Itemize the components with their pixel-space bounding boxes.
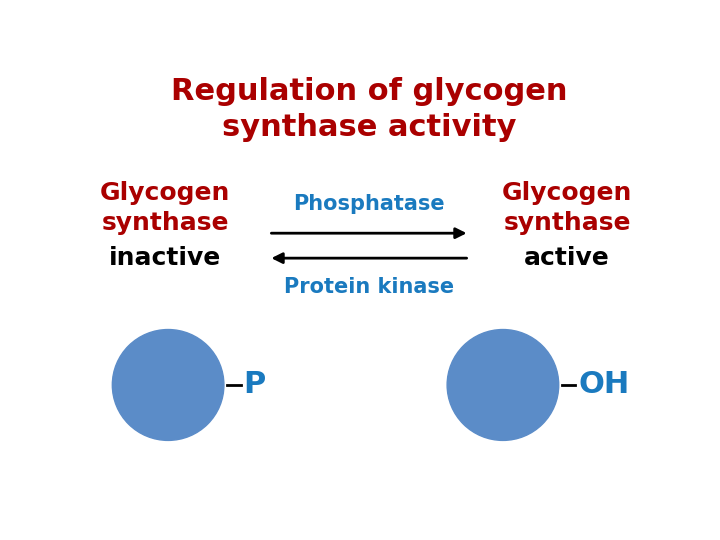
Text: Protein kinase: Protein kinase <box>284 277 454 297</box>
Text: P: P <box>243 370 266 400</box>
Text: Phosphatase: Phosphatase <box>293 194 445 214</box>
Text: active: active <box>524 246 610 269</box>
Text: Glycogen
synthase: Glycogen synthase <box>502 181 632 235</box>
Ellipse shape <box>447 329 559 441</box>
Text: inactive: inactive <box>109 246 222 269</box>
Text: Regulation of glycogen
synthase activity: Regulation of glycogen synthase activity <box>171 77 567 142</box>
Ellipse shape <box>112 329 224 441</box>
Text: Glycogen
synthase: Glycogen synthase <box>100 181 230 235</box>
Text: OH: OH <box>578 370 629 400</box>
